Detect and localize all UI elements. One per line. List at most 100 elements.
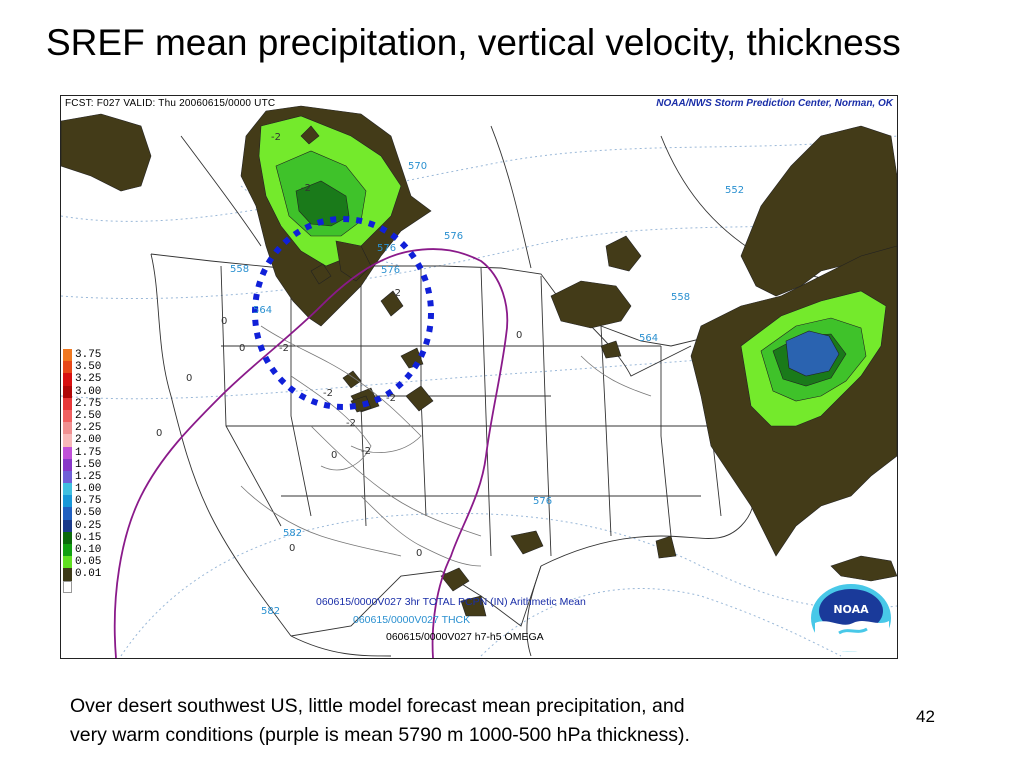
- legend-label: 0.10: [75, 544, 102, 556]
- legend-swatch: [63, 446, 72, 459]
- omega-label: -2: [323, 388, 333, 399]
- legend-row: 1.50: [63, 458, 123, 471]
- legend-label: 0.05: [75, 556, 102, 569]
- legend-swatch: [63, 483, 72, 496]
- legend-label: 2.50: [75, 409, 102, 422]
- legend-swatch: [63, 397, 72, 410]
- precip-pacific-nw: [61, 113, 152, 192]
- legend-swatch: [63, 434, 72, 447]
- omega-label: 0: [156, 428, 162, 439]
- legend-swatch-none: [63, 580, 72, 593]
- precip-northwest: [240, 105, 434, 413]
- precip-central: [550, 235, 642, 329]
- precip-east-coast: [690, 245, 897, 557]
- legend-label: 1.25: [75, 470, 102, 483]
- omega-contours: [240, 325, 652, 567]
- legend-label: 2.00: [75, 434, 102, 447]
- legend-label: 1.00: [75, 483, 102, 496]
- legend-label: 3.75: [75, 349, 102, 361]
- legend-label: 2.75: [75, 397, 102, 410]
- thickness-label: 558: [671, 292, 690, 303]
- omega-label: -2: [301, 183, 311, 194]
- noaa-logo: NOAA: [811, 584, 891, 652]
- legend-row: 2.50: [63, 409, 123, 423]
- legend-swatch: [63, 409, 72, 423]
- map-graphics: 570 576 552 558 558 576 564 564 576 582 …: [61, 105, 897, 658]
- legend-swatch: [63, 507, 72, 520]
- noaa-logo-text: NOAA: [833, 603, 869, 616]
- legend-row: 0.15: [63, 531, 123, 544]
- thickness-label: 570: [408, 161, 427, 172]
- legend-row: 0.75: [63, 495, 123, 508]
- slide-title: SREF mean precipitation, vertical veloci…: [46, 22, 901, 63]
- omega-label: -2: [361, 446, 371, 457]
- legend-row: 3.00: [63, 385, 123, 398]
- caption-line-1: Over desert southwest US, little model f…: [70, 695, 685, 717]
- forecast-valid-header: FCST: F027 VALID: Thu 20060615/0000 UTC: [65, 98, 276, 109]
- omega-label: -2: [271, 132, 281, 143]
- legend-swatch: [63, 495, 72, 508]
- omega-label: 0: [186, 373, 192, 384]
- annotation-circle: [252, 216, 434, 410]
- legend-swatch: [63, 349, 72, 362]
- legend-swatch: [63, 361, 72, 374]
- legend-swatch: [63, 458, 72, 471]
- legend-label: 2.25: [75, 422, 102, 435]
- legend-label: 3.00: [75, 385, 102, 398]
- forecast-map: 570 576 552 558 558 576 564 564 576 582 …: [60, 95, 898, 659]
- legend-label: 1.50: [75, 458, 102, 471]
- legend-swatch: [63, 422, 72, 435]
- thickness-label: 558: [230, 264, 249, 275]
- omega-label: 0: [516, 330, 522, 341]
- precip-caption: 060615/0000V027 3hr TOTAL PCPN (IN) Arit…: [316, 596, 586, 608]
- omega-label: 0: [416, 548, 422, 559]
- legend-row: 1.25: [63, 470, 123, 484]
- legend-row: 0.25: [63, 519, 123, 532]
- legend-label: 3.25: [75, 373, 102, 386]
- thickness-label: 582: [261, 606, 280, 617]
- omega-label: 0: [221, 316, 227, 327]
- omega-label: -2: [386, 393, 396, 404]
- legend-row: 0.50: [63, 507, 123, 520]
- thickness-caption: 060615/0000V027 THCK: [353, 614, 471, 626]
- omega-label: -2: [391, 288, 401, 299]
- omega-caption: 060615/0000V027 h7-h5 OMEGA: [386, 631, 544, 643]
- legend-label: 0.01: [75, 568, 102, 581]
- legend-swatch: [63, 556, 72, 569]
- legend-label: 1.75: [75, 446, 102, 459]
- source-header: NOAA/NWS Storm Prediction Center, Norman…: [656, 98, 893, 109]
- legend-row: 2.00: [63, 434, 123, 447]
- legend-row: 0.10: [63, 544, 123, 557]
- precip-scattered: [350, 340, 897, 617]
- thickness-label: 564: [639, 333, 658, 344]
- legend-label: 3.50: [75, 361, 102, 374]
- page-number: 42: [916, 707, 935, 726]
- legend-row: 3.25: [63, 373, 123, 386]
- thickness-label: 576: [381, 265, 400, 276]
- legend-label: 0.15: [75, 531, 102, 544]
- legend-swatch: [63, 568, 72, 581]
- omega-label: 0: [289, 543, 295, 554]
- thickness-label: 576: [533, 496, 552, 507]
- thickness-label: 576: [377, 243, 396, 254]
- omega-labels: -2 -2 -2 -2 -2 -2 -2 -2 0 0 0 0 0 0 0 0: [156, 132, 522, 559]
- legend-label: 0.50: [75, 507, 102, 520]
- precip-northeast: [740, 125, 897, 297]
- legend-swatch: [63, 531, 72, 544]
- thickness-5790-contour: [113, 248, 509, 658]
- legend-swatch: [63, 544, 72, 557]
- legend-row: 0.05: [63, 556, 123, 569]
- omega-label: 0: [239, 343, 245, 354]
- legend-row: 2.25: [63, 422, 123, 435]
- legend-row: 1.00: [63, 483, 123, 496]
- legend-row: 3.50: [63, 361, 123, 374]
- thickness-label: 564: [253, 305, 272, 316]
- legend-swatch: [63, 373, 72, 386]
- legend-row: 1.75: [63, 446, 123, 459]
- caption-line-2: very warm conditions (purple is mean 579…: [70, 724, 690, 746]
- legend-swatch: [63, 519, 72, 532]
- omega-label: 0: [331, 450, 337, 461]
- legend-row: 2.75: [63, 397, 123, 410]
- legend-swatch: [63, 385, 72, 398]
- thickness-labels: 570 576 552 558 558 576 564 564 576 582 …: [230, 161, 744, 617]
